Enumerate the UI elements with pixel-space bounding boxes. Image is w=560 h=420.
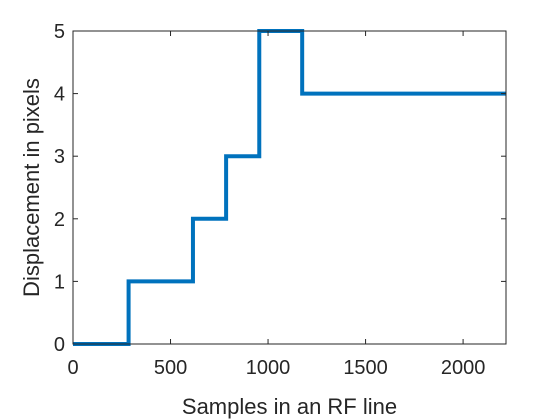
y-tick-label: 0 xyxy=(54,334,65,356)
x-axis-label: Samples in an RF line xyxy=(182,394,397,419)
y-tick-label: 1 xyxy=(54,271,65,293)
axes-layer xyxy=(72,30,507,345)
y-tick-label: 4 xyxy=(54,84,65,106)
y-axis-label: Displacement in pixels xyxy=(19,78,44,297)
y-tick-label: 2 xyxy=(54,209,65,231)
x-tick-label: 1500 xyxy=(343,357,388,379)
ticks-layer: 0 500 1000 1500 2000 0 1 2 3 4 5 xyxy=(54,21,506,379)
x-tick-label: 500 xyxy=(154,357,187,379)
y-tick-label: 5 xyxy=(54,21,65,43)
x-tick-label: 2000 xyxy=(441,357,486,379)
x-tick-label: 1000 xyxy=(246,357,291,379)
y-tick-label: 3 xyxy=(54,146,65,168)
series-line-1 xyxy=(73,29,506,346)
axes-box xyxy=(72,30,507,345)
plot-area xyxy=(73,31,506,344)
x-tick-label: 0 xyxy=(67,357,78,379)
series-layer xyxy=(73,29,506,346)
